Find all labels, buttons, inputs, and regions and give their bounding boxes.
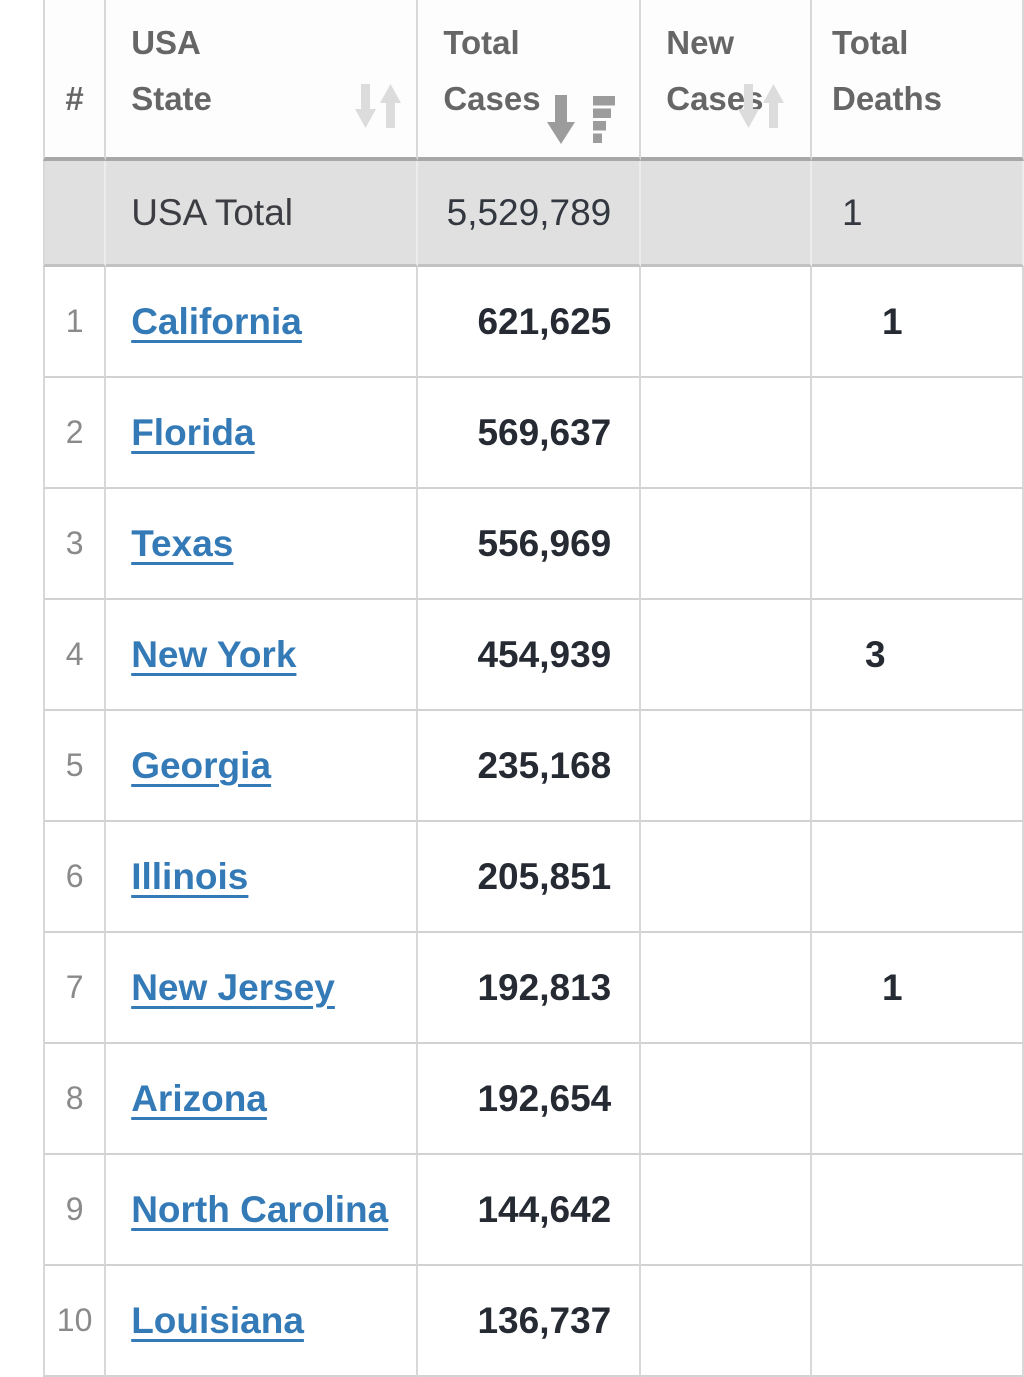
rank-cell: 9 [43, 1155, 107, 1266]
total-cases-cell: 192,813 [418, 933, 642, 1044]
column-header-rank[interactable]: # [43, 0, 107, 161]
table-row: 1 California 621,625 1 [43, 267, 1024, 378]
state-cell: North Carolina [106, 1155, 419, 1266]
sort-both-icon [738, 84, 784, 129]
state-link[interactable]: New York [131, 633, 297, 675]
total-cases-cell: 569,637 [418, 378, 642, 489]
total-deaths-cell [812, 1266, 1024, 1377]
total-deaths-cell: 1 [812, 267, 1024, 378]
new-cases-cell [641, 489, 812, 600]
total-cases-cell: 205,851 [418, 822, 642, 933]
table-row: 7 New Jersey 192,813 1 [43, 933, 1024, 1044]
column-header-total-deaths[interactable]: Total Deaths [812, 0, 1024, 161]
rank-cell: 1 [43, 267, 107, 378]
state-cell: Texas [106, 489, 419, 600]
usa-total-row: USA Total 5,529,789 1 [43, 161, 1024, 267]
usa-total-new-cases [641, 161, 812, 267]
rank-cell: 10 [43, 1266, 107, 1377]
rank-cell [43, 161, 107, 267]
usa-total-label: USA Total [106, 161, 419, 267]
usa-total-cases: 5,529,789 [418, 161, 642, 267]
total-cases-header-line1: Total [443, 24, 520, 61]
total-deaths-cell [812, 822, 1024, 933]
rank-cell: 2 [43, 378, 107, 489]
rank-cell: 5 [43, 711, 107, 822]
state-link[interactable]: Arizona [131, 1077, 267, 1119]
rank-cell: 7 [43, 933, 107, 1044]
rank-cell: 8 [43, 1044, 107, 1155]
state-cell: Georgia [106, 711, 419, 822]
state-cell: California [106, 267, 419, 378]
header-row: # USA State [43, 0, 1024, 161]
state-link[interactable]: Georgia [131, 744, 272, 786]
total-cases-cell: 192,654 [418, 1044, 642, 1155]
total-deaths-header-line2: Deaths [832, 80, 943, 117]
total-deaths-cell [812, 489, 1024, 600]
rank-cell: 4 [43, 600, 107, 711]
total-deaths-cell [812, 711, 1024, 822]
usa-states-covid-table: # USA State [43, 0, 1024, 1377]
rank-cell: 6 [43, 822, 107, 933]
table-row: 5 Georgia 235,168 [43, 711, 1024, 822]
state-link[interactable]: Illinois [131, 855, 249, 897]
new-cases-cell [641, 600, 812, 711]
total-cases-cell: 235,168 [418, 711, 642, 822]
total-deaths-cell [812, 1155, 1024, 1266]
total-deaths-cell [812, 1044, 1024, 1155]
state-cell: Louisiana [106, 1266, 419, 1377]
states-table-container: # USA State [43, 0, 1024, 1377]
table-row: 8 Arizona 192,654 [43, 1044, 1024, 1155]
sort-desc-icon [547, 95, 616, 145]
column-header-state[interactable]: USA State [106, 0, 419, 161]
state-link[interactable]: Louisiana [131, 1299, 304, 1341]
new-cases-cell [641, 933, 812, 1044]
table-row: 3 Texas 556,969 [43, 489, 1024, 600]
sort-both-icon [355, 84, 402, 129]
state-link[interactable]: New Jersey [131, 966, 335, 1008]
new-cases-cell [641, 1266, 812, 1377]
column-header-new-cases[interactable]: New Cases [641, 0, 812, 161]
total-cases-cell: 454,939 [418, 600, 642, 711]
rank-header-label: # [65, 80, 84, 117]
total-deaths-cell: 3 [812, 600, 1024, 711]
table-row: 4 New York 454,939 3 [43, 600, 1024, 711]
total-deaths-cell [812, 378, 1024, 489]
new-cases-cell [641, 378, 812, 489]
state-link[interactable]: Florida [131, 411, 255, 453]
total-deaths-header-line1: Total [832, 24, 909, 61]
usa-total-deaths: 1 [812, 161, 1024, 267]
new-cases-cell [641, 711, 812, 822]
state-cell: Arizona [106, 1044, 419, 1155]
new-cases-header-line1: New [666, 24, 735, 61]
column-header-total-cases[interactable]: Total Cases [418, 0, 642, 161]
state-link[interactable]: California [131, 300, 302, 342]
total-cases-cell: 144,642 [418, 1155, 642, 1266]
new-cases-cell [641, 267, 812, 378]
total-cases-header-line2: Cases [443, 80, 541, 117]
state-link[interactable]: Texas [131, 522, 234, 564]
state-cell: New York [106, 600, 419, 711]
new-cases-cell [641, 1044, 812, 1155]
state-header-line2: State [131, 80, 212, 117]
total-cases-cell: 621,625 [418, 267, 642, 378]
total-cases-cell: 556,969 [418, 489, 642, 600]
table-row: 6 Illinois 205,851 [43, 822, 1024, 933]
table-row: 10 Louisiana 136,737 [43, 1266, 1024, 1377]
state-cell: Florida [106, 378, 419, 489]
state-cell: Illinois [106, 822, 419, 933]
state-cell: New Jersey [106, 933, 419, 1044]
total-cases-cell: 136,737 [418, 1266, 642, 1377]
total-deaths-cell: 1 [812, 933, 1024, 1044]
table-row: 9 North Carolina 144,642 [43, 1155, 1024, 1266]
new-cases-cell [641, 822, 812, 933]
new-cases-cell [641, 1155, 812, 1266]
state-header-line1: USA [131, 24, 201, 61]
rank-cell: 3 [43, 489, 107, 600]
state-link[interactable]: North Carolina [131, 1188, 389, 1230]
table-row: 2 Florida 569,637 [43, 378, 1024, 489]
